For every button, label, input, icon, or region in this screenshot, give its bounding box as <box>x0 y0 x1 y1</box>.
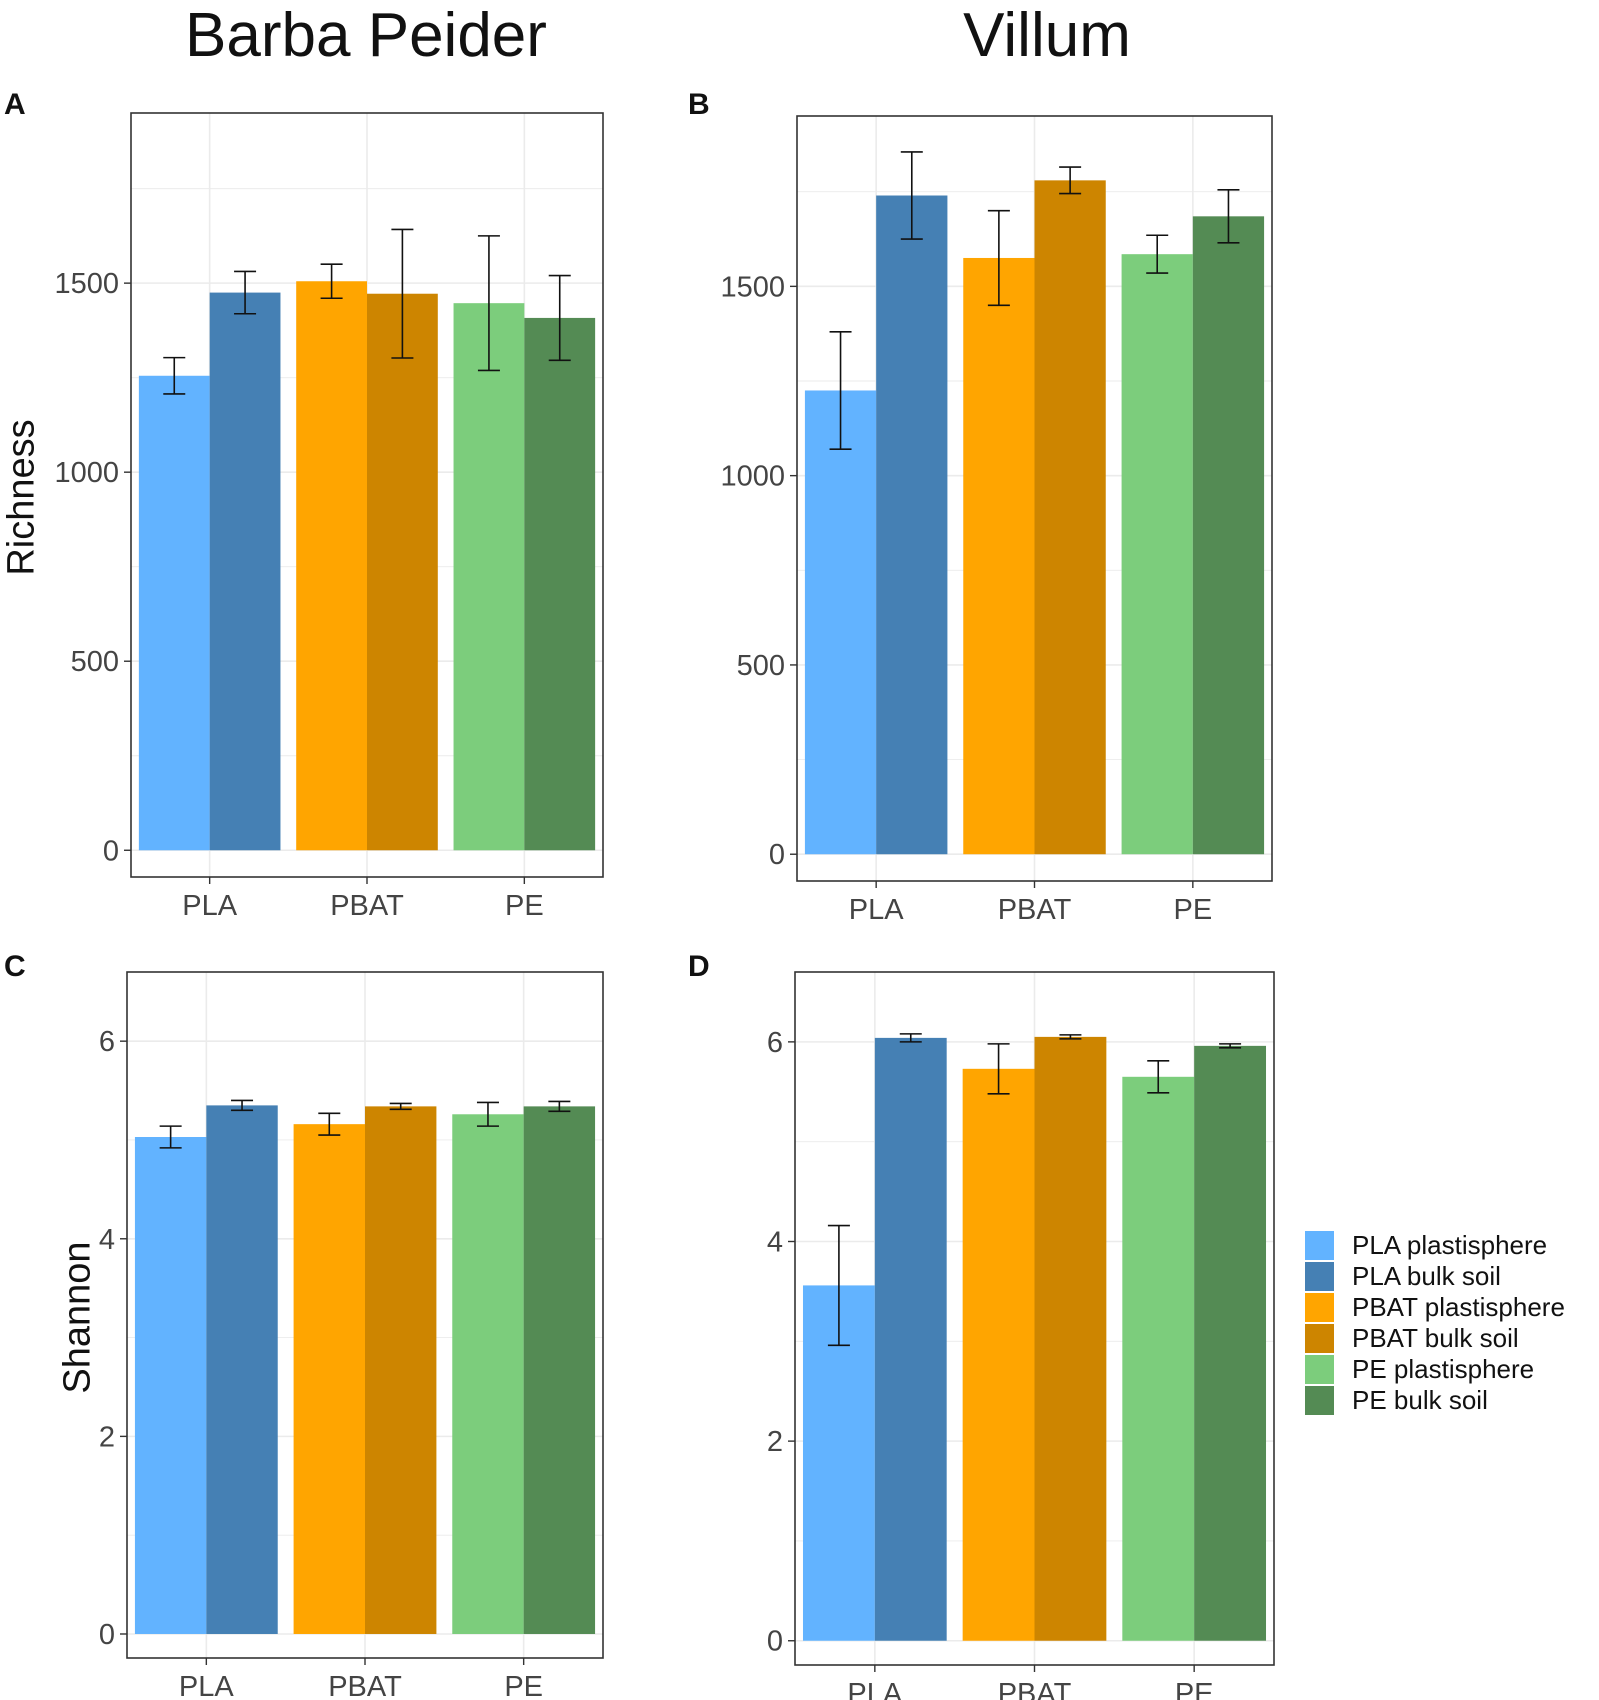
bar <box>874 1037 947 1641</box>
legend-item: PBAT plastisphere <box>1305 1292 1565 1323</box>
bar <box>1192 216 1265 855</box>
y-tick-label: 1500 <box>720 271 785 303</box>
legend-label: PBAT bulk soil <box>1352 1323 1519 1353</box>
bar <box>1034 180 1106 855</box>
y-tick-label: 6 <box>767 1027 783 1059</box>
y-tick-label: 500 <box>71 646 119 678</box>
x-tick-label: PE <box>505 890 544 922</box>
legend-item: PLA bulk soil <box>1305 1261 1565 1292</box>
x-tick-label: PLA <box>179 1671 234 1700</box>
legend-label: PLA plastisphere <box>1352 1230 1548 1260</box>
y-tick-label: 0 <box>769 839 785 871</box>
x-tick-label: PBAT <box>330 890 404 922</box>
y-tick-label: 4 <box>767 1226 783 1258</box>
x-tick-label: PBAT <box>328 1671 402 1700</box>
legend-swatch <box>1305 1386 1334 1415</box>
x-tick-label: PBAT <box>998 1678 1072 1700</box>
panel-label-b: B <box>688 88 710 121</box>
legend-item: PE plastisphere <box>1305 1354 1565 1385</box>
x-tick-label: PBAT <box>998 894 1072 926</box>
bar <box>293 1124 365 1634</box>
legend-swatch <box>1305 1262 1334 1291</box>
legend-swatch <box>1305 1324 1334 1353</box>
x-tick-label: PLA <box>847 1678 902 1700</box>
bar <box>962 1068 1035 1641</box>
panel-frame <box>794 971 1275 1666</box>
panel-label-d: D <box>688 950 710 983</box>
legend-item: PE bulk soil <box>1305 1385 1565 1416</box>
bar <box>1121 254 1193 855</box>
y-tick-label: 0 <box>767 1626 783 1658</box>
y-tick-label: 1000 <box>720 461 785 493</box>
bar <box>1194 1045 1267 1641</box>
title-barba-peider: Barba Peider <box>185 1 547 70</box>
panel-label-c: C <box>4 950 26 983</box>
y-tick-label: 0 <box>103 835 119 867</box>
bar <box>1034 1036 1107 1641</box>
panel-frame <box>126 971 604 1659</box>
y-tick-label: 2 <box>99 1421 115 1453</box>
bar <box>453 303 525 851</box>
bar <box>206 1105 278 1634</box>
bar <box>367 293 438 851</box>
x-tick-label: PE <box>1175 1678 1214 1700</box>
y-tick-label: 0 <box>99 1619 115 1651</box>
bar <box>209 292 281 851</box>
bar <box>876 195 948 855</box>
panel-frame <box>130 112 604 878</box>
panel-frame <box>796 115 1273 882</box>
y-tick-label: 1000 <box>54 457 119 489</box>
bar <box>138 375 210 851</box>
bar <box>134 1137 207 1634</box>
bar <box>1122 1076 1195 1641</box>
y-tick-label: 2 <box>767 1426 783 1458</box>
legend-label: PE plastisphere <box>1352 1354 1535 1384</box>
legend-label: PBAT plastisphere <box>1352 1292 1565 1322</box>
y-tick-label: 6 <box>99 1026 115 1058</box>
legend-label: PE bulk soil <box>1352 1385 1488 1415</box>
x-tick-label: PLA <box>849 894 904 926</box>
y-tick-label: 1500 <box>54 268 119 300</box>
x-tick-label: PE <box>504 1671 543 1700</box>
panel-label-a: A <box>4 88 26 121</box>
x-tick-label: PE <box>1173 894 1212 926</box>
bar <box>452 1114 524 1634</box>
legend-swatch <box>1305 1231 1334 1260</box>
bar <box>523 1106 596 1634</box>
legend: PLA plastisphere PLA bulk soil PBAT plas… <box>1305 1230 1565 1416</box>
bar <box>365 1106 437 1634</box>
bar <box>804 390 877 855</box>
bar <box>524 317 596 851</box>
legend-label: PLA bulk soil <box>1352 1261 1501 1291</box>
bar <box>963 257 1035 855</box>
legend-item: PBAT bulk soil <box>1305 1323 1565 1354</box>
y-tick-label: 4 <box>99 1224 115 1256</box>
title-villum: Villum <box>963 1 1131 70</box>
legend-swatch <box>1305 1355 1334 1384</box>
legend-swatch <box>1305 1293 1334 1322</box>
legend-item: PLA plastisphere <box>1305 1230 1565 1261</box>
bar <box>296 281 367 851</box>
x-tick-label: PLA <box>182 890 237 922</box>
y-tick-label: 500 <box>737 650 785 682</box>
